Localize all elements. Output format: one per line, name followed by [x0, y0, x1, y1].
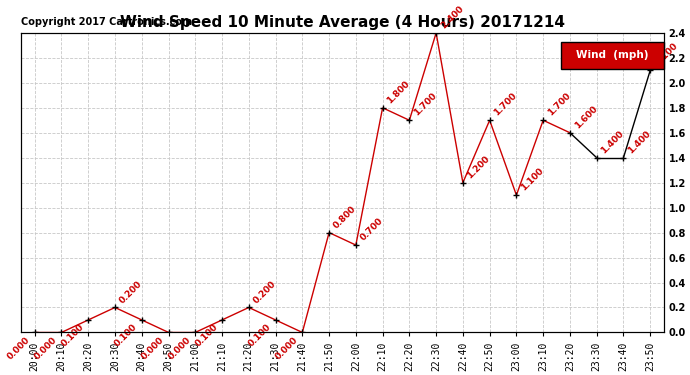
Text: 0.200: 0.200 [251, 279, 277, 305]
Text: Copyright 2017 Cartronics.com: Copyright 2017 Cartronics.com [21, 17, 193, 27]
Text: 0.800: 0.800 [332, 204, 358, 230]
Text: 0.700: 0.700 [359, 216, 385, 243]
Text: 1.100: 1.100 [519, 166, 545, 193]
Text: 0.000: 0.000 [273, 335, 299, 361]
Text: 0.100: 0.100 [193, 322, 219, 349]
Text: 0.100: 0.100 [247, 322, 273, 349]
Text: 0.100: 0.100 [113, 322, 139, 349]
Text: 1.600: 1.600 [573, 104, 599, 130]
Title: Wind Speed 10 Minute Average (4 Hours) 20171214: Wind Speed 10 Minute Average (4 Hours) 2… [120, 15, 565, 30]
Text: 0.200: 0.200 [118, 279, 144, 305]
Text: 1.200: 1.200 [466, 154, 492, 180]
Text: 0.100: 0.100 [59, 322, 86, 349]
Text: 0.000: 0.000 [166, 335, 193, 361]
Text: 1.800: 1.800 [385, 79, 411, 105]
Text: 0.000: 0.000 [32, 335, 59, 361]
Text: 1.400: 1.400 [626, 129, 653, 155]
Text: 1.400: 1.400 [600, 129, 626, 155]
Text: Wind  (mph): Wind (mph) [576, 50, 649, 60]
Text: 0.000: 0.000 [6, 335, 32, 361]
Text: 0.000: 0.000 [140, 335, 166, 361]
Text: 1.700: 1.700 [412, 92, 438, 118]
FancyBboxPatch shape [561, 42, 664, 69]
Text: 2.400: 2.400 [439, 4, 465, 30]
Text: 2.100: 2.100 [653, 42, 679, 68]
Text: 1.700: 1.700 [493, 92, 519, 118]
Text: 1.700: 1.700 [546, 92, 572, 118]
